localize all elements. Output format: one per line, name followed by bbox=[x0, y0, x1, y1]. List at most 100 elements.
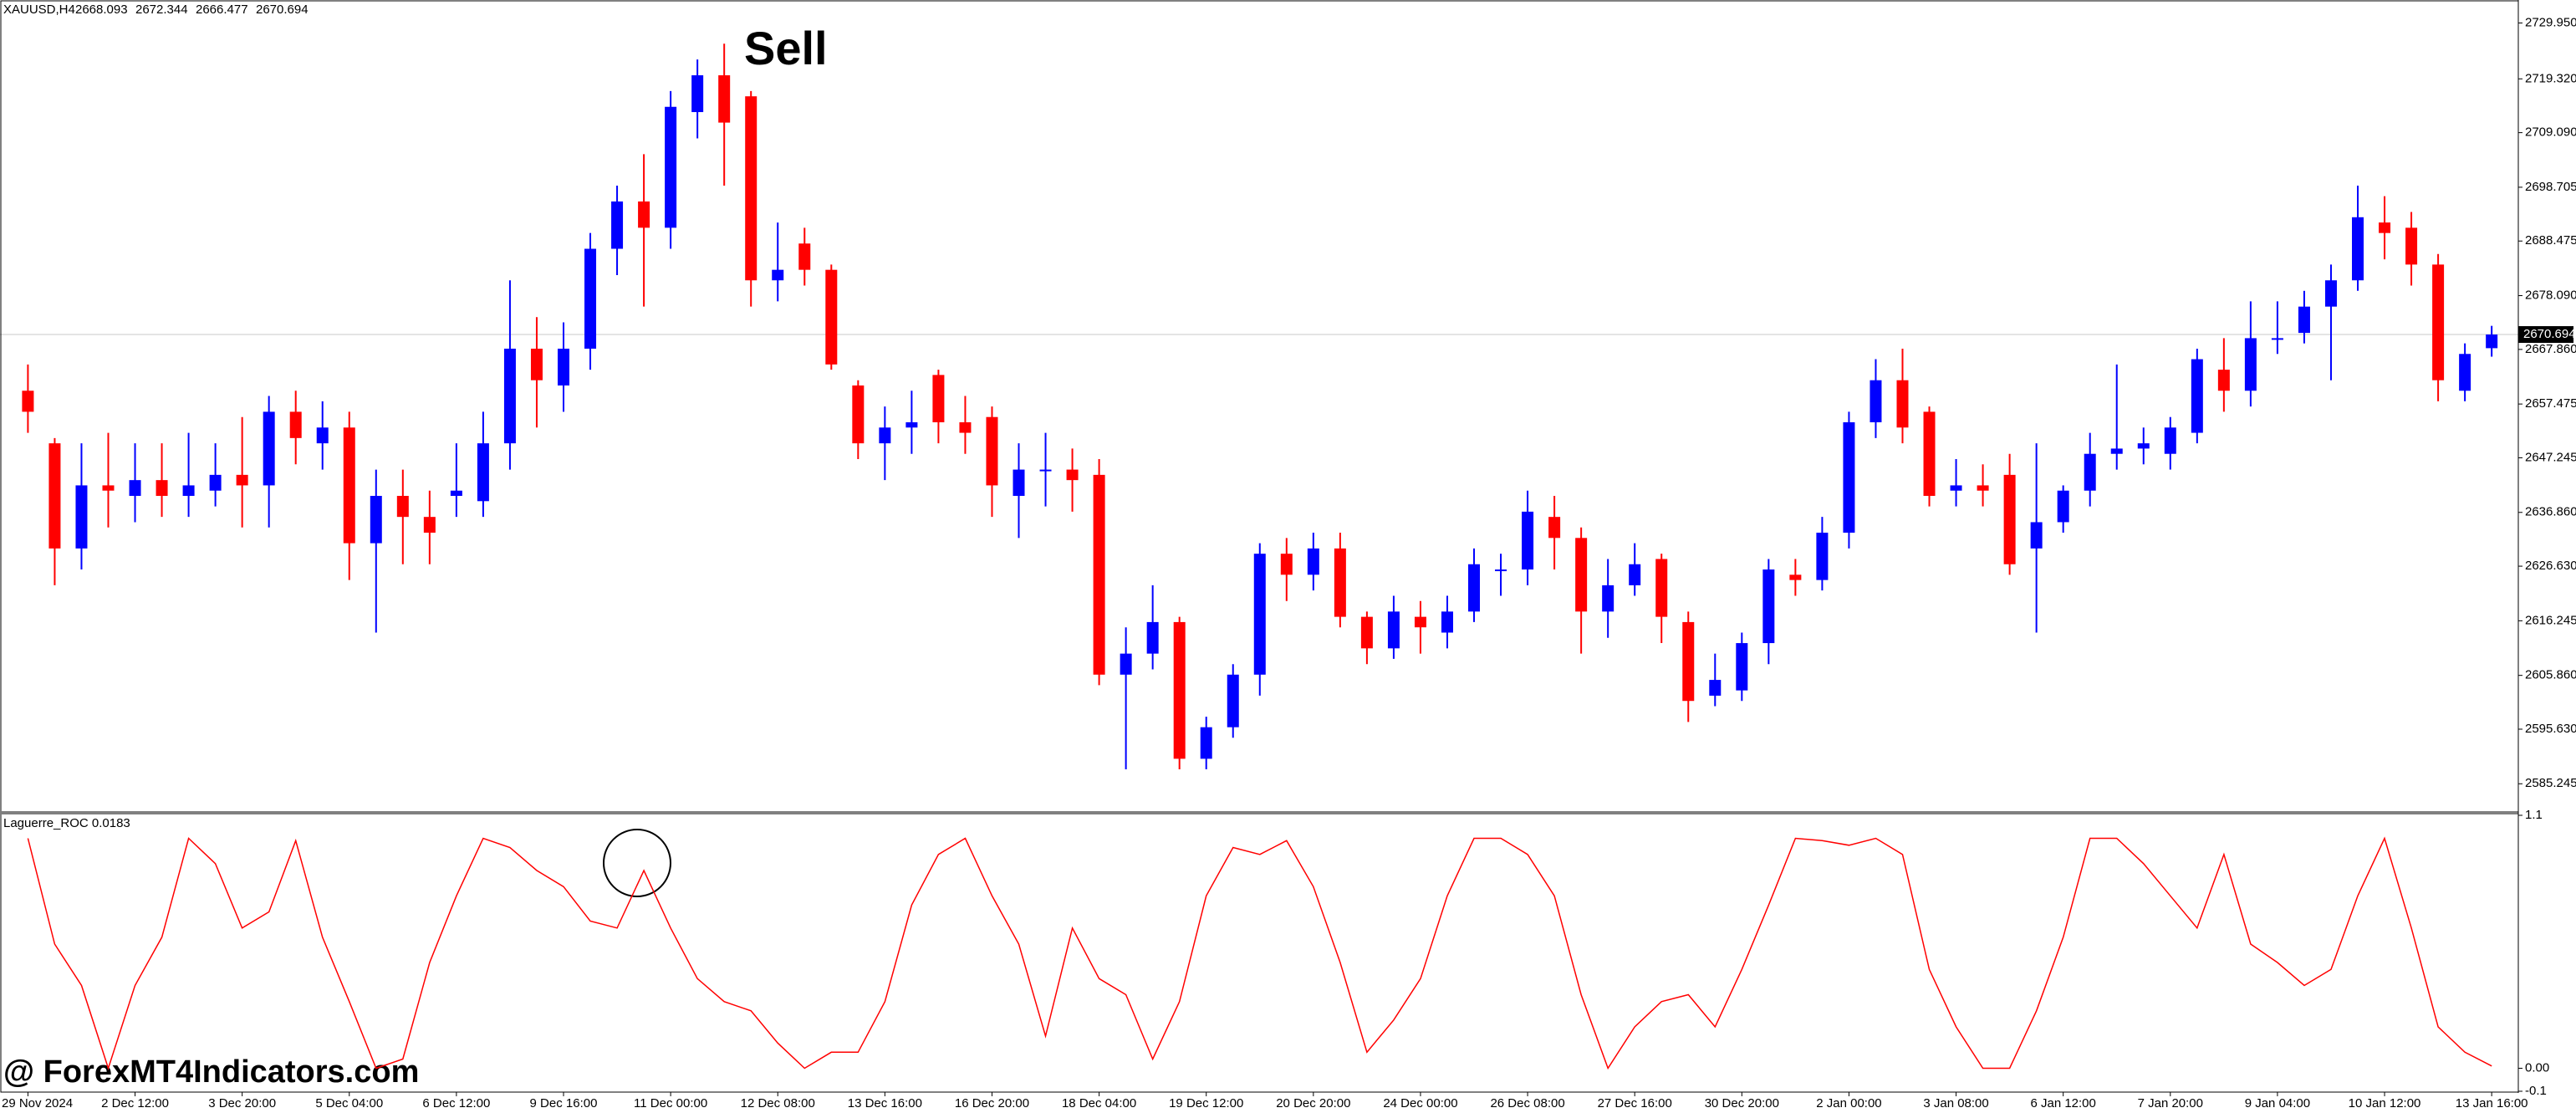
candle-body bbox=[1602, 585, 1614, 612]
chart-title: XAUUSD,H4 bbox=[3, 3, 75, 17]
candle-body bbox=[932, 375, 945, 422]
candle-body bbox=[2405, 227, 2418, 265]
candle-body bbox=[798, 243, 811, 270]
candle-body bbox=[1762, 569, 1775, 644]
candle-body bbox=[1655, 559, 1668, 617]
candle-body bbox=[1093, 474, 1105, 675]
x-tick-label: 24 Dec 00:00 bbox=[1383, 1096, 1457, 1110]
candle-body bbox=[530, 348, 543, 380]
y-tick-label: 2626.630 bbox=[2525, 559, 2576, 573]
x-tick-label: 10 Jan 12:00 bbox=[2349, 1096, 2421, 1110]
candle-body bbox=[75, 485, 88, 549]
candle-body bbox=[2057, 490, 2069, 523]
candle-body bbox=[772, 269, 784, 281]
candle-body bbox=[2352, 217, 2364, 281]
x-tick-label: 30 Dec 20:00 bbox=[1705, 1096, 1779, 1110]
candle-body bbox=[2191, 359, 2203, 433]
candle-body bbox=[611, 201, 624, 249]
x-tick-label: 7 Jan 20:00 bbox=[2138, 1096, 2203, 1110]
candle-body bbox=[1360, 616, 1373, 649]
y-tick-label: 2729.950 bbox=[2525, 15, 2576, 29]
candle-body bbox=[1013, 469, 1025, 497]
y-tick-label: 2688.475 bbox=[2525, 233, 2576, 248]
candle-body bbox=[2003, 474, 2016, 564]
candle-body bbox=[1629, 564, 1641, 585]
x-tick-label: 9 Dec 16:00 bbox=[530, 1096, 598, 1110]
x-tick-label: 16 Dec 20:00 bbox=[955, 1096, 1029, 1110]
candle-body bbox=[1923, 411, 1936, 497]
candle-body bbox=[263, 411, 275, 486]
candle-body bbox=[1414, 616, 1426, 628]
y-tick-label: 2605.860 bbox=[2525, 668, 2576, 682]
x-tick-label: 20 Dec 20:00 bbox=[1276, 1096, 1350, 1110]
x-tick-label: 6 Dec 12:00 bbox=[422, 1096, 490, 1110]
candle-body bbox=[2030, 522, 2043, 549]
candle-body bbox=[2137, 443, 2150, 449]
current-price-box bbox=[2518, 326, 2573, 344]
y-tick-label: -0.1 bbox=[2525, 1084, 2547, 1098]
candle-body bbox=[450, 490, 462, 497]
candle-body bbox=[1227, 674, 1239, 728]
candle-body bbox=[2110, 448, 2123, 454]
x-tick-label: 19 Dec 12:00 bbox=[1169, 1096, 1243, 1110]
candle-body bbox=[959, 421, 972, 433]
y-tick-label: 2709.090 bbox=[2525, 125, 2576, 140]
x-tick-label: 3 Jan 08:00 bbox=[1923, 1096, 1988, 1110]
ohlc-open: 2668.093 bbox=[75, 3, 128, 17]
ohlc-close: 2670.694 bbox=[256, 3, 309, 17]
watermark: @ ForexMT4Indicators.com bbox=[3, 1054, 419, 1090]
candle-body bbox=[48, 443, 61, 549]
x-tick-label: 18 Dec 04:00 bbox=[1062, 1096, 1136, 1110]
candle-body bbox=[1950, 485, 1962, 491]
candle-body bbox=[1977, 485, 1989, 491]
candle-body bbox=[289, 411, 302, 438]
candle-body bbox=[745, 96, 757, 281]
candle-body bbox=[503, 348, 516, 444]
candle-body bbox=[1441, 611, 1453, 633]
candle-body bbox=[2084, 453, 2096, 491]
candle-body bbox=[182, 485, 195, 497]
candle-body bbox=[2459, 354, 2471, 391]
y-tick-label: 2698.705 bbox=[2525, 180, 2576, 194]
y-tick-label: 2616.245 bbox=[2525, 613, 2576, 627]
candle-body bbox=[2164, 427, 2176, 454]
candle-body bbox=[2379, 222, 2391, 233]
current-price-label: 2670.694 bbox=[2523, 327, 2576, 341]
candle-body bbox=[905, 421, 918, 428]
candle-body bbox=[584, 248, 597, 349]
candle-body bbox=[638, 201, 650, 228]
ohlc-high: 2672.344 bbox=[135, 3, 188, 17]
x-tick-label: 13 Dec 16:00 bbox=[848, 1096, 922, 1110]
candle-body bbox=[1173, 621, 1186, 759]
x-tick-label: 3 Dec 20:00 bbox=[208, 1096, 276, 1110]
y-tick-label: 2595.630 bbox=[2525, 722, 2576, 736]
candle-body bbox=[1280, 554, 1293, 575]
candle-body bbox=[1307, 548, 1319, 575]
candle-body bbox=[1495, 569, 1507, 572]
candle-body bbox=[2244, 338, 2257, 391]
x-tick-label: 5 Dec 04:00 bbox=[315, 1096, 383, 1110]
x-tick-label: 11 Dec 00:00 bbox=[634, 1096, 707, 1110]
indicator-title: Laguerre_ROC 0.0183 bbox=[3, 816, 130, 830]
candle-body bbox=[1253, 554, 1266, 675]
candle-body bbox=[852, 385, 865, 444]
candle-body bbox=[2324, 280, 2337, 307]
candle-body bbox=[209, 474, 222, 491]
x-tick-label: 27 Dec 16:00 bbox=[1598, 1096, 1672, 1110]
candle-body bbox=[1736, 643, 1748, 691]
candle-body bbox=[986, 416, 998, 486]
candle-body bbox=[2298, 306, 2310, 334]
y-tick-label: 2585.245 bbox=[2525, 776, 2576, 790]
y-tick-label: 2647.245 bbox=[2525, 450, 2576, 464]
candle-body bbox=[1387, 611, 1400, 649]
candle-body bbox=[1066, 469, 1079, 481]
candle-body bbox=[1870, 380, 1882, 422]
candle-body bbox=[558, 348, 569, 385]
highlight-circle bbox=[603, 829, 671, 897]
candle-body bbox=[879, 427, 891, 444]
candle-body bbox=[1682, 621, 1695, 702]
candle-body bbox=[1120, 653, 1132, 675]
candle-body bbox=[477, 443, 489, 502]
y-tick-label: 2678.090 bbox=[2525, 288, 2576, 302]
candle-body bbox=[343, 427, 355, 544]
